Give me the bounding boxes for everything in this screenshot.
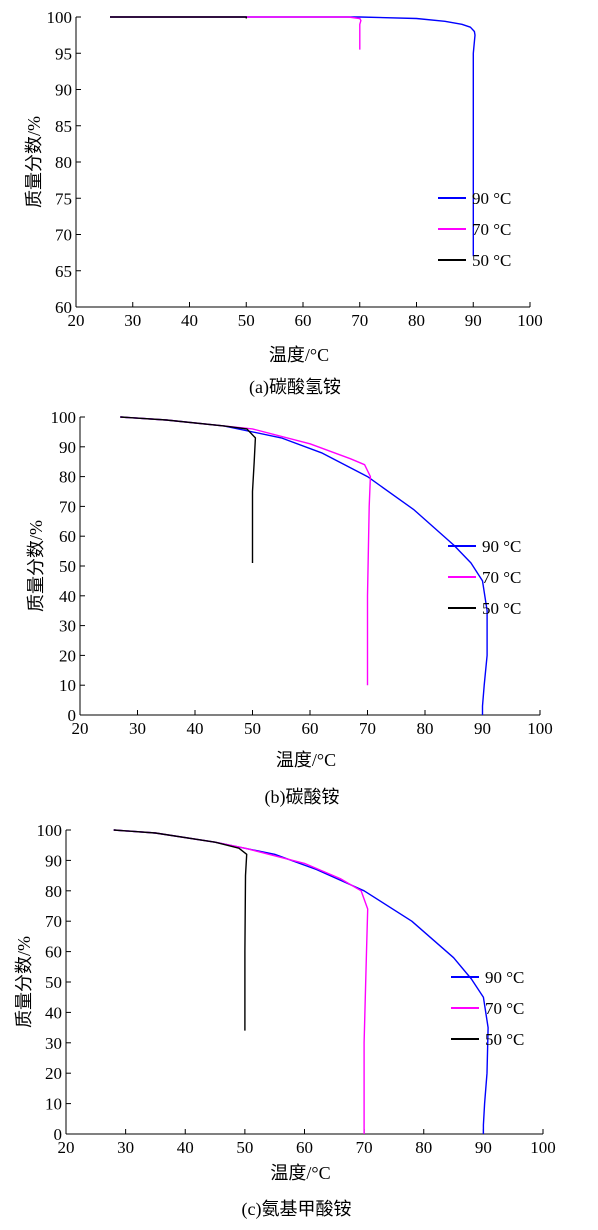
x-tick-label: 20 xyxy=(58,1138,75,1157)
x-tick-label: 90 xyxy=(475,1138,492,1157)
x-tick-label: 40 xyxy=(181,311,198,330)
y-tick-label: 100 xyxy=(47,8,73,27)
y-tick-label: 75 xyxy=(55,189,72,208)
chart-b: 20 30 40 50 60 70 80 90 100 0 10 20 30 40 50 60 70 80 90 10… xyxy=(26,410,553,808)
legend-label-2: 50 °C xyxy=(485,1030,524,1049)
x-axis-title: 温度/°C xyxy=(276,750,336,770)
x-axis-title: 温度/°C xyxy=(269,345,329,365)
x-tick-label: 100 xyxy=(530,1138,556,1157)
chart-c: 20 30 40 50 60 70 80 90 100 0 10 20 30 40 50 60 70 80 90 10… xyxy=(14,821,556,1220)
y-tick-label: 80 xyxy=(59,468,76,487)
y-tick-label: 80 xyxy=(45,882,62,901)
y-tick-label: 40 xyxy=(59,587,76,606)
x-tick-label: 70 xyxy=(359,719,376,738)
y-tick-label: 60 xyxy=(55,298,72,317)
y-tick-label: 20 xyxy=(45,1064,62,1083)
x-tick-label: 40 xyxy=(187,719,204,738)
figure-caption: (a)碳酸氢铵 xyxy=(249,377,341,398)
y-tick-label: 50 xyxy=(45,973,62,992)
y-tick-label: 30 xyxy=(45,1034,62,1053)
legend-label-1: 70 °C xyxy=(482,568,521,587)
series-line-2 xyxy=(110,16,248,19)
y-tick-label: 40 xyxy=(45,1003,62,1022)
x-tick-label: 60 xyxy=(295,311,312,330)
y-tick-label: 30 xyxy=(59,617,76,636)
legend-label-1: 70 °C xyxy=(485,999,524,1018)
chart-a: 20 30 40 50 60 70 80 90 100 60 65 70 75 80 85 90 95 100 温度… xyxy=(24,8,543,398)
legend-label-2: 50 °C xyxy=(472,251,511,270)
x-tick-label: 50 xyxy=(238,311,255,330)
y-tick-label: 90 xyxy=(55,81,72,100)
x-tick-label: 100 xyxy=(517,311,543,330)
x-tick-label: 30 xyxy=(129,719,146,738)
x-tick-label: 50 xyxy=(236,1138,253,1157)
figure-caption: (b)碳酸铵 xyxy=(265,787,340,808)
x-tick-label: 60 xyxy=(296,1138,313,1157)
chart-panel-c: 20 30 40 50 60 70 80 90 100 0 10 20 30 40 50 60 70 80 90 10… xyxy=(0,820,598,1230)
y-axis-title: 质量分数/% xyxy=(14,936,34,1028)
series-line-0 xyxy=(113,829,489,1134)
y-axis-title: 质量分数/% xyxy=(26,520,46,612)
x-tick-label: 60 xyxy=(302,719,319,738)
y-tick-label: 90 xyxy=(59,438,76,457)
series-line-2 xyxy=(113,829,248,1031)
x-tick-label: 70 xyxy=(356,1138,373,1157)
y-axis-title: 质量分数/% xyxy=(24,116,44,208)
x-tick-label: 70 xyxy=(351,311,368,330)
x-tick-label: 50 xyxy=(244,719,261,738)
series-line-2 xyxy=(120,416,257,563)
y-tick-label: 85 xyxy=(55,117,72,136)
figure-caption: (c)氨基甲酸铵 xyxy=(242,1199,352,1220)
y-tick-label: 60 xyxy=(45,943,62,962)
y-tick-label: 50 xyxy=(59,557,76,576)
series-line-1 xyxy=(120,416,372,686)
y-tick-label: 90 xyxy=(45,851,62,870)
x-axis-title: 温度/°C xyxy=(270,1163,330,1183)
legend-label-0: 90 °C xyxy=(485,968,524,987)
x-tick-label: 80 xyxy=(415,1138,432,1157)
y-tick-label: 0 xyxy=(68,706,77,725)
y-tick-label: 70 xyxy=(59,497,76,516)
y-tick-label: 65 xyxy=(55,262,72,281)
x-tick-label: 90 xyxy=(474,719,491,738)
series-line-0 xyxy=(120,416,488,715)
chart-panel-b: 20 30 40 50 60 70 80 90 100 0 10 20 30 40 50 60 70 80 90 10… xyxy=(0,410,598,820)
y-tick-label: 80 xyxy=(55,153,72,172)
y-tick-label: 60 xyxy=(59,527,76,546)
y-tick-label: 100 xyxy=(37,821,63,840)
y-tick-label: 0 xyxy=(54,1125,63,1144)
legend-label-0: 90 °C xyxy=(472,189,511,208)
x-tick-label: 30 xyxy=(117,1138,134,1157)
chart-panel-a: 20 30 40 50 60 70 80 90 100 60 65 70 75 80 85 90 95 100 温度… xyxy=(0,0,598,410)
y-tick-label: 10 xyxy=(59,676,76,695)
x-tick-label: 90 xyxy=(465,311,482,330)
y-tick-label: 100 xyxy=(51,410,77,427)
y-tick-label: 70 xyxy=(55,226,72,245)
legend-label-1: 70 °C xyxy=(472,220,511,239)
x-tick-label: 100 xyxy=(527,719,553,738)
x-tick-label: 20 xyxy=(72,719,89,738)
x-tick-label: 20 xyxy=(68,311,85,330)
legend-label-2: 50 °C xyxy=(482,599,521,618)
series-line-1 xyxy=(110,16,362,50)
x-tick-label: 80 xyxy=(408,311,425,330)
y-tick-label: 10 xyxy=(45,1095,62,1114)
y-tick-label: 95 xyxy=(55,44,72,63)
y-tick-label: 20 xyxy=(59,646,76,665)
x-tick-label: 80 xyxy=(417,719,434,738)
series-line-0 xyxy=(110,16,476,257)
x-tick-label: 30 xyxy=(124,311,141,330)
legend-label-0: 90 °C xyxy=(482,537,521,556)
x-tick-label: 40 xyxy=(177,1138,194,1157)
y-tick-label: 70 xyxy=(45,912,62,931)
